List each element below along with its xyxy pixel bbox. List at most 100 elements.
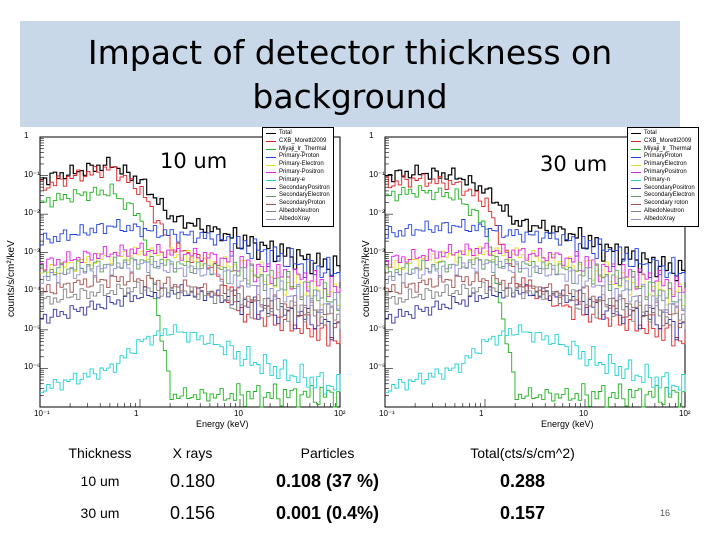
header-total: Total(cts/s/cm^2) xyxy=(470,445,575,461)
legend-swatch xyxy=(631,219,641,221)
legend-label: Primary-e xyxy=(279,176,306,183)
y-tick-label: 1 xyxy=(369,131,374,140)
x-tick-label: 10² xyxy=(679,409,691,418)
legend-label: AlbedoNeutron xyxy=(644,207,685,214)
y-tick-label: 10⁻³ xyxy=(369,246,385,256)
legend-swatch xyxy=(631,172,641,174)
legend-label: Miyaji_lr_Thermal xyxy=(644,145,692,152)
x-tick-label: 10 xyxy=(579,409,588,418)
series-line xyxy=(40,281,341,330)
plot-thickness-label: 30 um xyxy=(540,152,608,176)
legend-swatch xyxy=(266,141,276,143)
cell-x-rays: 0.180 xyxy=(169,470,216,491)
legend-label: CXB_Moretti2009 xyxy=(279,137,327,144)
series-line xyxy=(40,242,341,298)
legend-swatch xyxy=(631,164,641,166)
legend-entry: CXB_Moretti2009 xyxy=(631,138,695,146)
series-line xyxy=(40,324,341,395)
series-line xyxy=(385,281,686,330)
x-axis-label: Energy (keV) xyxy=(196,419,249,429)
legend-swatch xyxy=(631,195,641,197)
spectrum-plot-30um: 30 um counts/s/cm²/keV 1 10⁻¹ 10⁻² 10⁻³ 10⁻⁴ 10… xyxy=(355,127,715,432)
legend-entry: Miyaji_lr_Thermal xyxy=(631,146,695,154)
header-thickness: Thickness xyxy=(68,445,132,461)
legend-entry: PrimaryElectron xyxy=(631,161,695,169)
series-line xyxy=(40,219,341,283)
y-tick-label: 10⁻² xyxy=(24,208,40,218)
y-tick-label: 10⁻³ xyxy=(24,246,40,256)
x-tick-label: 10⁻¹ xyxy=(34,409,50,418)
legend-swatch xyxy=(266,195,276,197)
legend-label: Miyaji_lr_Thermal xyxy=(279,145,327,152)
y-tick-label: 1 xyxy=(24,131,29,140)
legend-entry: Secondary roton xyxy=(631,200,695,208)
legend-swatch xyxy=(266,187,276,189)
legend: Total CXB_Moretti2009 Miyaji_lr_Thermal Pri… xyxy=(627,127,699,227)
legend-swatch xyxy=(631,156,641,158)
page-number: 16 xyxy=(660,508,671,518)
legend-swatch xyxy=(266,164,276,166)
y-tick-label: 10⁻⁵ xyxy=(369,323,386,333)
title-banner: Impact of detector thickness on backgrou… xyxy=(20,21,680,127)
header-particles: Particles xyxy=(300,445,355,461)
series-line xyxy=(385,242,686,298)
legend-entry: PrimaryPositron xyxy=(631,169,695,177)
legend-label: Secondary roton xyxy=(644,200,689,207)
x-axis-label: Energy (keV) xyxy=(541,419,594,429)
legend-label: PrimaryPositron xyxy=(644,168,687,175)
spectrum-plot-10um: 10 um counts/s/cm²/keV 1 10⁻¹ 10⁻² 10⁻³ 10⁻⁴ 10… xyxy=(0,127,360,432)
legend-label: AlbedoXray xyxy=(644,215,676,222)
y-tick-label: 10⁻⁴ xyxy=(369,285,386,295)
legend-entry: Primary-e xyxy=(266,177,330,185)
series-line xyxy=(40,259,341,316)
header-x-rays: X rays xyxy=(172,445,213,461)
x-tick-label: 10 xyxy=(234,409,243,418)
y-tick-label: 10⁻⁶ xyxy=(369,362,386,372)
legend-swatch xyxy=(631,211,641,213)
legend-label: Total xyxy=(279,130,292,136)
y-tick-label: 10⁻⁴ xyxy=(24,285,41,295)
table-header-row: Thickness X rays Particles Total(cts/s/c… xyxy=(45,441,620,465)
series-line xyxy=(385,284,686,341)
legend-entry: Total xyxy=(266,130,330,138)
legend-swatch xyxy=(631,203,641,205)
legend-entry: AlbedoNeutron xyxy=(266,208,330,216)
legend-swatch xyxy=(266,211,276,213)
legend-swatch xyxy=(631,187,641,189)
legend-label: Primary-Proton xyxy=(279,153,320,160)
series-line xyxy=(385,324,686,395)
legend-swatch xyxy=(631,133,641,135)
series-line xyxy=(40,183,341,408)
legend-label: PrimaryProton xyxy=(644,153,683,160)
legend-label: SecondaryElectron xyxy=(279,192,330,199)
results-table: Thickness X rays Particles Total(cts/s/c… xyxy=(45,441,620,529)
legend-label: Total xyxy=(644,130,657,136)
legend-label: SecondaryPositron xyxy=(279,184,330,191)
legend-label: CXB_Moretti2009 xyxy=(644,137,692,144)
legend-label: AlbedoXray xyxy=(279,215,311,222)
x-tick-label: 1 xyxy=(479,409,484,418)
legend-entry: PrimaryProton xyxy=(631,153,695,161)
legend-swatch xyxy=(266,172,276,174)
legend-swatch xyxy=(266,156,276,158)
cell-particles: 0.001 (0.4%) xyxy=(275,502,380,523)
cell-particles: 0.108 (37 %) xyxy=(275,470,380,491)
series-line xyxy=(385,185,686,408)
legend-entry: SecondaryElectron xyxy=(631,192,695,200)
legend-swatch xyxy=(631,180,641,182)
legend-swatch xyxy=(631,141,641,143)
legend-label: AlbedoNeutron xyxy=(279,207,320,214)
legend-entry: AlbedoXray xyxy=(266,216,330,224)
legend-label: PrimaryElectron xyxy=(644,161,687,168)
legend-swatch xyxy=(266,180,276,182)
legend-entry: Primary-n xyxy=(631,177,695,185)
x-tick-label: 1 xyxy=(134,409,139,418)
legend-entry: Primary-Proton xyxy=(266,153,330,161)
legend-entry: Miyaji_lr_Thermal xyxy=(266,146,330,154)
series-line xyxy=(385,219,686,283)
legend-swatch xyxy=(266,203,276,205)
legend-label: Primary-Electron xyxy=(279,161,324,168)
y-tick-label: 10⁻¹ xyxy=(24,169,40,179)
legend-swatch xyxy=(266,148,276,150)
legend-label: SecondaryElectron xyxy=(644,192,695,199)
